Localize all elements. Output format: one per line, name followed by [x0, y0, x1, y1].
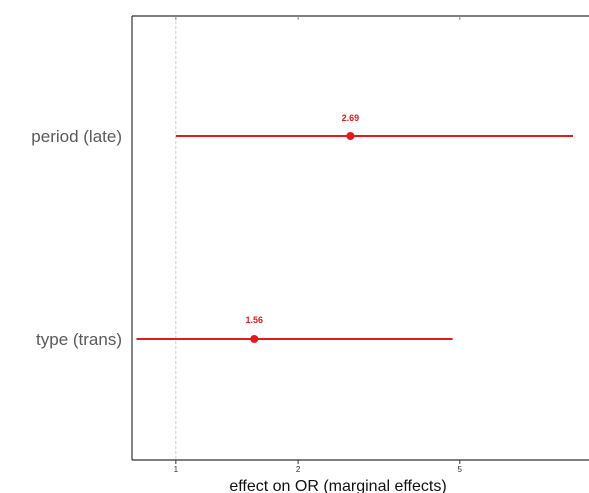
x-tick-label-2: 2 [296, 465, 301, 474]
x-axis-title: effect on OR (marginal effects) [229, 478, 446, 493]
x-tick-label-5: 5 [458, 465, 463, 474]
estimate-point-period-late [346, 132, 355, 140]
y-tick-label-type-trans: type (trans) [36, 330, 122, 349]
estimate-label-type-trans: 1.56 [246, 315, 264, 325]
estimate-point-type-trans [250, 335, 259, 343]
y-tick-label-period-late: period (late) [31, 127, 122, 146]
estimate-label-period-late: 2.69 [342, 113, 360, 123]
x-tick-label-1: 1 [174, 465, 179, 474]
